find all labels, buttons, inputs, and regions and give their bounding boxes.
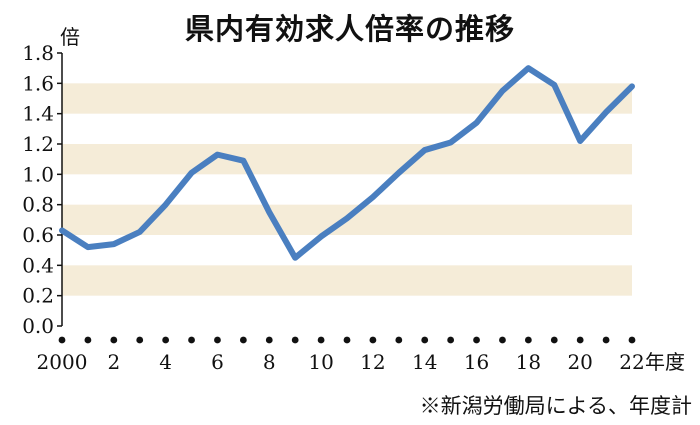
x-axis-dot [524, 336, 532, 344]
x-axis-dot [110, 336, 118, 344]
data-point [111, 242, 116, 247]
data-point [319, 234, 324, 239]
x-axis-dot [576, 336, 584, 344]
x-axis-ticks: 2000 2 4 6 8 10 12 14 16 18 20 22 年度 [37, 350, 685, 374]
x-axis-dot [136, 336, 144, 344]
data-point [448, 140, 453, 145]
background-bands [62, 83, 632, 296]
x-axis-dot [550, 336, 558, 344]
x-tick-label: 14 [412, 350, 437, 374]
data-point [474, 120, 479, 125]
x-tick-label: 4 [159, 350, 172, 374]
y-tick-label: 1.6 [22, 71, 54, 95]
y-tick-label: 1.8 [22, 41, 54, 65]
x-tick-label: 10 [308, 350, 333, 374]
x-axis-dot [499, 336, 506, 344]
data-point [163, 202, 168, 207]
data-point [552, 82, 557, 87]
x-axis-dot [291, 336, 299, 344]
y-tick-label: 0.8 [22, 193, 54, 217]
y-tick-label: 1.4 [22, 102, 54, 126]
y-tick-label: 0.2 [22, 284, 54, 308]
x-axis-dot [84, 336, 92, 344]
x-axis-dots [58, 336, 636, 344]
series-group [59, 65, 635, 261]
x-tick-label: 2000 [37, 350, 88, 374]
x-axis-dot [188, 336, 195, 344]
x-tick-label: 20 [567, 350, 592, 374]
data-point [293, 255, 298, 260]
y-tick-label: 0.0 [22, 314, 54, 338]
x-axis-dot [317, 336, 325, 344]
y-tick-label: 1.0 [22, 162, 54, 186]
source-note: ※新潟労働局による、年度計 [419, 394, 692, 418]
y-tick-label: 0.4 [22, 253, 54, 277]
data-point [189, 170, 194, 175]
x-tick-label: 8 [263, 350, 276, 374]
data-point [396, 170, 401, 175]
x-axis-dot [239, 336, 247, 344]
data-point [85, 245, 90, 250]
x-axis-dot [265, 336, 273, 344]
data-point [267, 210, 272, 215]
x-axis-dot [447, 336, 455, 344]
x-axis-dot [421, 336, 429, 344]
x-axis-dot [395, 336, 403, 344]
data-point [137, 229, 142, 234]
data-point [215, 152, 220, 157]
data-point [578, 138, 583, 143]
background-band [62, 265, 632, 296]
x-axis-dot [369, 336, 377, 344]
data-point [370, 195, 375, 200]
data-point [422, 148, 427, 153]
x-axis-dot [473, 336, 480, 344]
x-axis-dot [628, 336, 636, 344]
x-tick-label: 18 [516, 350, 541, 374]
x-tick-label: 16 [464, 350, 489, 374]
x-axis-dot [162, 336, 170, 344]
x-tick-label: 6 [211, 350, 224, 374]
data-point [604, 110, 609, 115]
data-point [241, 158, 246, 163]
y-tick-label: 0.6 [22, 223, 54, 247]
y-tick-label: 1.2 [22, 132, 54, 156]
data-point [500, 88, 505, 93]
x-axis-dot [214, 336, 221, 344]
x-axis-dot [602, 336, 610, 344]
x-axis-dot [343, 336, 351, 344]
data-point [60, 228, 64, 233]
x-tick-label: 2 [107, 350, 120, 374]
data-point [630, 84, 634, 89]
x-tick-label: 22 [619, 350, 644, 374]
data-point [345, 216, 349, 221]
x-axis-unit: 年度 [645, 350, 685, 374]
chart-title: 県内有効求人倍率の推移 [184, 12, 515, 46]
background-band [62, 144, 632, 175]
x-tick-label: 12 [360, 350, 385, 374]
background-band [62, 83, 632, 114]
data-point [526, 66, 531, 71]
y-axis-ticks: 0.0 0.2 0.4 0.6 0.8 1.0 1.2 1.4 1.6 1.8 [22, 41, 62, 338]
y-axis-unit: 倍 [60, 25, 80, 49]
x-axis-dot [58, 336, 66, 344]
